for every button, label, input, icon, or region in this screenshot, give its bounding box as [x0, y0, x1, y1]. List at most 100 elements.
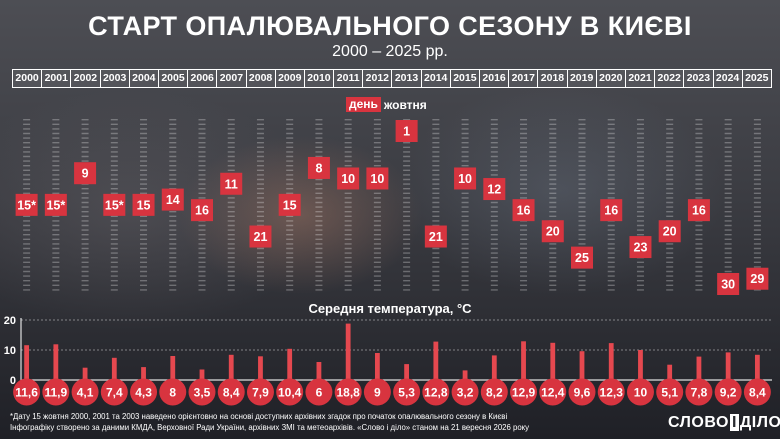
- temp-bar: [491, 355, 497, 380]
- temp-y-tick: 10: [4, 345, 16, 357]
- footnote: *Дату 15 жовтня 2000, 2001 та 2003 навед…: [10, 412, 508, 421]
- day-label: 10: [370, 172, 384, 186]
- day-label: 8: [315, 161, 322, 175]
- day-marker: [191, 199, 213, 222]
- year-header-cell: 2017: [509, 70, 539, 87]
- temp-value-label: 18,8: [336, 386, 360, 400]
- day-label: 29: [750, 272, 764, 286]
- temp-bar: [24, 345, 30, 380]
- day-marker: [15, 193, 38, 216]
- temp-value-badge: [217, 378, 245, 406]
- day-label: 21: [429, 230, 443, 244]
- temp-bar: [111, 357, 117, 380]
- legend-text: жовтня: [383, 97, 427, 112]
- temp-value-badge: [71, 378, 99, 406]
- day-label: 16: [692, 204, 706, 218]
- year-header-cell: 2010: [305, 70, 335, 87]
- year-header-cell: 2025: [745, 72, 769, 84]
- temp-bar: [404, 364, 410, 380]
- temp-value-badge: [130, 378, 158, 406]
- year-header-cell: 2001: [42, 70, 72, 87]
- temp-value-label: 8,2: [486, 386, 503, 400]
- day-marker: [687, 199, 710, 222]
- day-marker: [746, 267, 769, 290]
- day-marker: [395, 120, 418, 142]
- temp-value-label: 7,8: [691, 386, 708, 400]
- temp-y-tick: 0: [10, 375, 16, 387]
- temp-value-label: 8,4: [749, 386, 766, 400]
- day-marker: [278, 193, 301, 216]
- year-header-cell: 2000: [13, 70, 43, 87]
- temp-bar: [345, 323, 351, 380]
- day-marker: [717, 273, 740, 295]
- page-title: СТАРТ ОПАЛЮВАЛЬНОГО СЕЗОНУ В КИЄВІ: [88, 11, 692, 41]
- year-header-cell: 2014: [422, 70, 451, 87]
- year-header-cell: 2021: [626, 70, 656, 87]
- day-marker: [161, 188, 184, 211]
- day-marker: [74, 162, 97, 185]
- temp-value-badge: [393, 378, 421, 406]
- day-label: 16: [195, 204, 209, 218]
- temp-bar: [228, 354, 234, 380]
- year-header-cell: 2012: [363, 70, 393, 87]
- day-legend: день жовтня: [346, 97, 427, 112]
- temp-value-badge: [305, 378, 333, 406]
- day-marker: [44, 193, 67, 216]
- temp-bar: [725, 352, 731, 380]
- temp-value-label: 12,3: [600, 386, 624, 400]
- temp-y-tick: 20: [4, 315, 16, 327]
- year-header-cell: 2011: [334, 70, 364, 87]
- temp-value-label: 5,3: [398, 386, 415, 400]
- temperature-title: Середня температура, °C: [308, 301, 472, 316]
- temp-value-badge: [714, 378, 742, 406]
- temp-value-label: 8,4: [223, 386, 240, 400]
- temp-value-badge: [246, 378, 274, 406]
- year-header-cell: 2002: [71, 70, 101, 87]
- temp-value-badge: [159, 378, 187, 406]
- day-marker: [600, 199, 623, 222]
- temp-bar: [258, 356, 263, 380]
- temp-bar: [462, 370, 468, 380]
- day-label: 25: [575, 251, 589, 265]
- temp-bar: [287, 348, 293, 380]
- logo-word-left: СЛОВО: [668, 414, 729, 431]
- temp-value-badge: [188, 378, 216, 406]
- day-label: 14: [166, 193, 180, 207]
- temp-value-badge: [685, 378, 713, 406]
- temp-value-label: 11,9: [44, 386, 67, 400]
- temp-value-label: 7,9: [252, 386, 269, 400]
- temp-value-label: 4,1: [77, 386, 94, 400]
- temp-value-label: 11,6: [15, 386, 38, 400]
- day-label: 21: [254, 230, 268, 244]
- temp-value-badge: [334, 378, 362, 406]
- temp-value-badge: [276, 378, 304, 406]
- day-marker: [249, 225, 272, 248]
- year-header-cell: 2013: [392, 70, 422, 87]
- year-header-cell: 2004: [130, 70, 159, 87]
- day-marker: [307, 156, 330, 179]
- temp-value-badge: [13, 378, 41, 406]
- day-marker: [483, 178, 506, 201]
- day-marker: [629, 236, 652, 259]
- temp-value-label: 9: [374, 386, 381, 400]
- temp-value-label: 9,6: [574, 386, 591, 400]
- temp-bar: [579, 351, 585, 380]
- temp-bar: [374, 353, 380, 380]
- brand-logo: СЛОВО І ДІЛО: [668, 414, 780, 432]
- temp-value-label: 3,2: [457, 386, 474, 400]
- day-label: 16: [604, 204, 618, 218]
- temp-bar: [82, 367, 88, 380]
- temp-value-label: 10,4: [278, 386, 302, 400]
- page-subtitle: 2000 – 2025 рр.: [332, 43, 448, 60]
- year-header-cell: 2005: [159, 70, 189, 87]
- year-header-cell: 2008: [247, 70, 276, 87]
- day-label: 23: [634, 241, 648, 255]
- temp-value-badge: [626, 378, 654, 406]
- temp-value-badge: [422, 378, 450, 406]
- temp-value-label: 12,8: [424, 386, 448, 400]
- temp-value-badge: [656, 378, 684, 406]
- year-header-row: 2000 2001 2002 2003 2004 2005 2006 2007 2008 2009…: [12, 69, 772, 88]
- day-marker: [454, 167, 477, 190]
- temp-bar: [141, 367, 146, 380]
